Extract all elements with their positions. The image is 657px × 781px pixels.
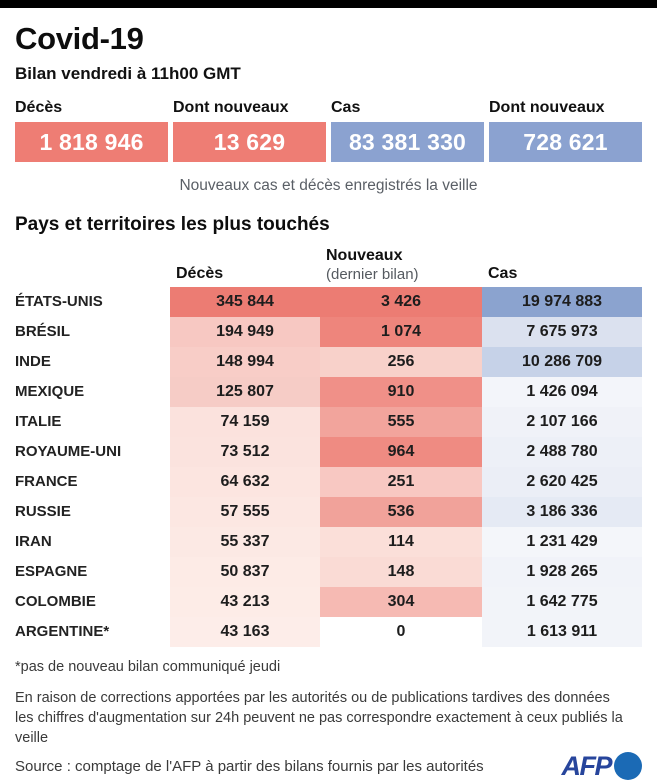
country-label: INDE	[15, 353, 51, 370]
stat-label: Cas	[331, 99, 361, 116]
deces-cell: 64 632	[170, 467, 320, 497]
stat-value: 728 621	[523, 128, 608, 155]
country-label: IRAN	[15, 533, 52, 550]
stat-label: Dont nouveaux	[173, 99, 289, 116]
table-row: IRAN 55 337 114 1 231 429	[15, 527, 642, 557]
deces-cell: 43 213	[170, 587, 320, 617]
nouveaux-cell: 114	[320, 527, 482, 557]
summary-deces: Décès 1 818 946	[15, 99, 168, 162]
stat-value: 83 381 330	[348, 128, 467, 155]
summary-deces-nouveaux: Dont nouveaux 13 629	[173, 99, 326, 162]
stat-label: Décès	[15, 99, 63, 116]
summary-cas: Cas 83 381 330	[331, 99, 484, 162]
deces-cell: 43 163	[170, 617, 320, 647]
nouveaux-cell: 304	[320, 587, 482, 617]
cas-cell: 3 186 336	[482, 497, 642, 527]
content: Covid-19 Bilan vendredi à 11h00 GMT Décè…	[0, 21, 657, 780]
country-label: COLOMBIE	[15, 593, 96, 610]
country-label: RUSSIE	[15, 503, 71, 520]
country-label: MEXIQUE	[15, 383, 85, 400]
column-header-nouveaux: Nouveaux (dernier bilan)	[320, 247, 482, 287]
table-row: ROYAUME-UNI 73 512 964 2 488 780	[15, 437, 642, 467]
afp-logo: AFP	[561, 750, 642, 781]
cas-cell: 2 107 166	[482, 407, 642, 437]
table-row: ITALIE 74 159 555 2 107 166	[15, 407, 642, 437]
stat-value-box: 1 818 946	[15, 122, 168, 162]
cas-cell: 10 286 709	[482, 347, 642, 377]
cas-cell: 1 426 094	[482, 377, 642, 407]
afp-logo-text: AFP	[561, 750, 613, 781]
cas-cell: 1 613 911	[482, 617, 642, 647]
summary-stats: Décès 1 818 946 Dont nouveaux 13 629 Cas…	[15, 99, 642, 162]
country-label: BRÉSIL	[15, 323, 71, 340]
stat-value-box: 728 621	[489, 122, 642, 162]
top-border-bar	[0, 0, 657, 8]
table-row: COLOMBIE 43 213 304 1 642 775	[15, 587, 642, 617]
deces-cell: 57 555	[170, 497, 320, 527]
table-row: RUSSIE 57 555 536 3 186 336	[15, 497, 642, 527]
table-header: Décès Nouveaux (dernier bilan) Cas	[15, 240, 642, 287]
deces-cell: 194 949	[170, 317, 320, 347]
deces-cell: 125 807	[170, 377, 320, 407]
summary-caption: Nouveaux cas et décès enregistrés la vei…	[179, 177, 478, 194]
disclaimer-line-2: les chiffres d'augmentation sur 24h peuv…	[15, 710, 623, 746]
stat-value-box: 13 629	[173, 122, 326, 162]
table-row: ESPAGNE 50 837 148 1 928 265	[15, 557, 642, 587]
nouveaux-cell: 555	[320, 407, 482, 437]
table-footnote: *pas de nouveau bilan communiqué jeudi	[15, 659, 281, 675]
table-row: BRÉSIL 194 949 1 074 7 675 973	[15, 317, 642, 347]
cas-cell: 7 675 973	[482, 317, 642, 347]
cas-cell: 2 488 780	[482, 437, 642, 467]
deces-cell: 55 337	[170, 527, 320, 557]
table-row: INDE 148 994 256 10 286 709	[15, 347, 642, 377]
disclaimer: En raison de corrections apportées par l…	[15, 688, 642, 748]
stat-value: 13 629	[213, 128, 286, 155]
page-title: Covid-19	[15, 21, 144, 56]
country-label: ÉTATS-UNIS	[15, 293, 103, 310]
deces-cell: 50 837	[170, 557, 320, 587]
deces-cell: 345 844	[170, 287, 320, 317]
cas-cell: 1 642 775	[482, 587, 642, 617]
column-header-deces: Décès	[176, 265, 224, 282]
section-title: Pays et territoires les plus touchés	[15, 214, 330, 235]
stat-value: 1 818 946	[39, 128, 144, 155]
country-label: ESPAGNE	[15, 563, 88, 580]
country-label: ARGENTINE*	[15, 623, 110, 640]
column-header-cas: Cas	[488, 265, 518, 282]
summary-cas-nouveaux: Dont nouveaux 728 621	[489, 99, 642, 162]
page-subtitle: Bilan vendredi à 11h00 GMT	[15, 64, 241, 83]
nouveaux-cell: 910	[320, 377, 482, 407]
source-text: Source : comptage de l'AFP à partir des …	[15, 757, 484, 775]
source-row: Source : comptage de l'AFP à partir des …	[15, 752, 642, 780]
table-row: FRANCE 64 632 251 2 620 425	[15, 467, 642, 497]
nouveaux-cell: 536	[320, 497, 482, 527]
nouveaux-cell: 251	[320, 467, 482, 497]
country-label: ITALIE	[15, 413, 62, 430]
cas-cell: 19 974 883	[482, 287, 642, 317]
nouveaux-cell: 256	[320, 347, 482, 377]
deces-cell: 148 994	[170, 347, 320, 377]
country-label: FRANCE	[15, 473, 78, 490]
nouveaux-cell: 0	[320, 617, 482, 647]
cas-cell: 2 620 425	[482, 467, 642, 497]
column-header-nouveaux-main: Nouveaux	[326, 247, 403, 264]
cas-cell: 1 231 429	[482, 527, 642, 557]
stat-label: Dont nouveaux	[489, 99, 605, 116]
nouveaux-cell: 148	[320, 557, 482, 587]
disclaimer-line-1: En raison de corrections apportées par l…	[15, 690, 610, 706]
nouveaux-cell: 1 074	[320, 317, 482, 347]
table-row: MEXIQUE 125 807 910 1 426 094	[15, 377, 642, 407]
nouveaux-cell: 964	[320, 437, 482, 467]
table-row: ARGENTINE* 43 163 0 1 613 911	[15, 617, 642, 647]
nouveaux-cell: 3 426	[320, 287, 482, 317]
stat-value-box: 83 381 330	[331, 122, 484, 162]
afp-logo-circle-icon	[614, 752, 642, 780]
country-label: ROYAUME-UNI	[15, 443, 122, 460]
table-row: ÉTATS-UNIS 345 844 3 426 19 974 883	[15, 287, 642, 317]
deces-cell: 73 512	[170, 437, 320, 467]
deces-cell: 74 159	[170, 407, 320, 437]
cas-cell: 1 928 265	[482, 557, 642, 587]
column-header-nouveaux-sub: (dernier bilan)	[326, 266, 419, 283]
